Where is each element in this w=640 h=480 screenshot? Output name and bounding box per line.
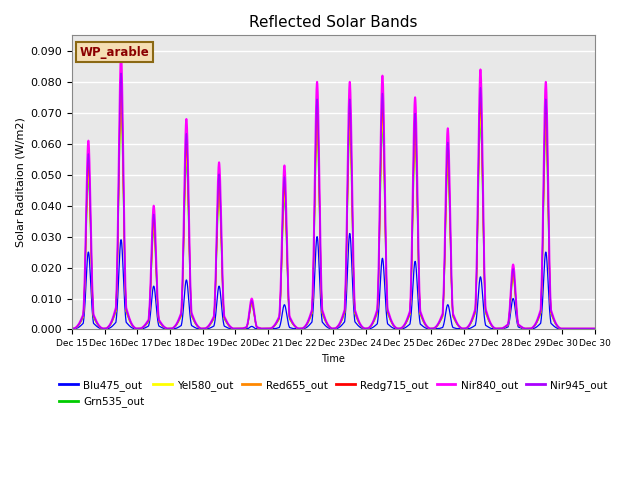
Grn535_out [117, 106, 125, 112]
Yel580_out [591, 326, 598, 332]
Redg715_out [502, 323, 510, 329]
Line: Blu475_out: Blu475_out [72, 233, 595, 329]
Nir840_out [477, 67, 484, 72]
Nir840_out [68, 326, 76, 332]
Line: Nir840_out: Nir840_out [72, 54, 595, 329]
Red655_out [68, 326, 76, 332]
Blu475_out [591, 326, 598, 332]
Blu475_out [502, 325, 510, 331]
Redg715_out [477, 93, 484, 98]
Red655_out [502, 324, 510, 329]
Nir840_out [177, 312, 184, 318]
Line: Yel580_out: Yel580_out [72, 101, 595, 329]
Blu475_out [477, 274, 484, 280]
Grn535_out [177, 315, 184, 321]
Nir840_out [502, 323, 510, 329]
Nir840_out [516, 323, 524, 328]
Yel580_out [117, 98, 125, 104]
Red655_out [591, 326, 598, 332]
Nir840_out [381, 164, 388, 169]
Grn535_out [353, 315, 360, 321]
Yel580_out [516, 323, 524, 329]
Line: Redg715_out: Redg715_out [72, 82, 595, 329]
Redg715_out [381, 180, 388, 186]
Grn535_out [477, 119, 484, 124]
Yel580_out [381, 192, 388, 197]
Nir840_out [353, 312, 360, 318]
X-axis label: Time: Time [321, 354, 346, 364]
Redg715_out [591, 326, 598, 332]
Yel580_out [477, 111, 484, 117]
Nir945_out [381, 175, 388, 181]
Yel580_out [502, 324, 510, 329]
Redg715_out [353, 313, 360, 319]
Nir945_out [477, 85, 484, 91]
Redg715_out [177, 313, 184, 319]
Redg715_out [117, 79, 125, 84]
Redg715_out [68, 326, 76, 332]
Yel580_out [177, 314, 184, 320]
Grn535_out [502, 324, 510, 329]
Nir945_out [591, 326, 598, 332]
Blu475_out [68, 326, 76, 332]
Nir945_out [353, 313, 360, 319]
Yel580_out [68, 326, 76, 332]
Nir945_out [502, 323, 510, 329]
Grn535_out [381, 196, 388, 202]
Blu475_out [381, 281, 388, 287]
Y-axis label: Solar Raditaion (W/m2): Solar Raditaion (W/m2) [15, 118, 25, 247]
Red655_out [117, 90, 125, 96]
Red655_out [177, 314, 184, 320]
Nir945_out [117, 71, 125, 76]
Blu475_out [177, 323, 184, 329]
Blu475_out [353, 321, 360, 327]
Grn535_out [516, 324, 524, 329]
Redg715_out [516, 323, 524, 329]
Blu475_out [516, 324, 524, 330]
Red655_out [381, 187, 388, 192]
Yel580_out [353, 314, 360, 320]
Red655_out [516, 323, 524, 329]
Nir840_out [117, 51, 125, 57]
Nir945_out [516, 323, 524, 329]
Line: Red655_out: Red655_out [72, 93, 595, 329]
Nir840_out [591, 326, 598, 332]
Red655_out [477, 103, 484, 109]
Blu475_out [346, 230, 353, 236]
Title: Reflected Solar Bands: Reflected Solar Bands [249, 15, 418, 30]
Line: Grn535_out: Grn535_out [72, 109, 595, 329]
Text: WP_arable: WP_arable [80, 46, 150, 59]
Line: Nir945_out: Nir945_out [72, 73, 595, 329]
Legend: Blu475_out, Grn535_out, Yel580_out, Red655_out, Redg715_out, Nir840_out, Nir945_: Blu475_out, Grn535_out, Yel580_out, Red6… [55, 376, 612, 411]
Nir945_out [68, 326, 76, 332]
Red655_out [353, 314, 360, 320]
Grn535_out [591, 326, 598, 332]
Grn535_out [68, 326, 76, 332]
Nir945_out [177, 313, 184, 319]
